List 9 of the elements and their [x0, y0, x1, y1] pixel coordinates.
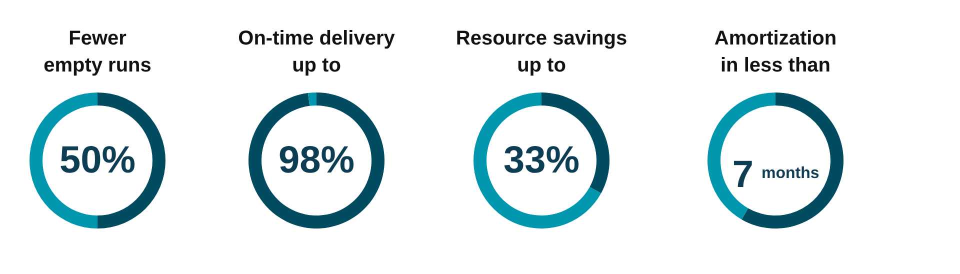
chart-title: Fewer empty runs: [44, 28, 152, 76]
chart-title: On-time delivery up to: [238, 28, 396, 76]
chart-title: Resource savings up to: [456, 28, 628, 76]
text: months: [762, 165, 820, 182]
text: 50%: [59, 140, 136, 182]
text: 33%: [503, 140, 580, 182]
text: 7: [732, 154, 754, 196]
chart-title: Amortization in less than: [714, 28, 837, 76]
text: 98%: [278, 140, 355, 182]
